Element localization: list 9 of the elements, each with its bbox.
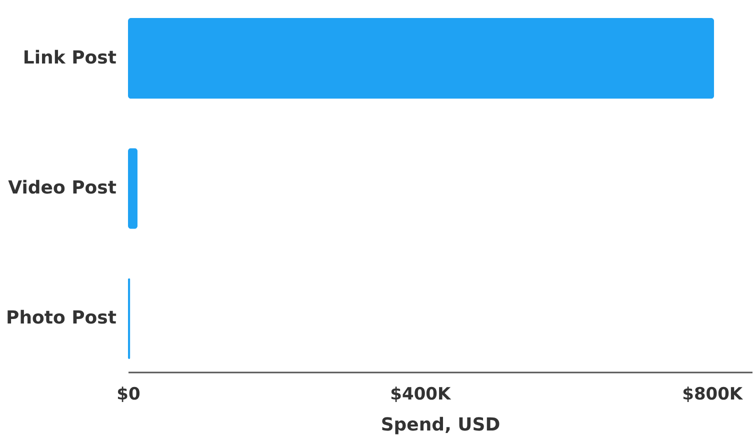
x-axis-title: Spend, USD xyxy=(380,414,500,436)
bar xyxy=(128,18,714,99)
x-tick-label: $800K xyxy=(682,384,744,404)
y-tick-label: Link Post xyxy=(22,47,117,68)
x-tick-label: $400K xyxy=(390,384,452,404)
x-tick-label: $0 xyxy=(116,384,140,404)
bar xyxy=(128,148,138,229)
y-tick-label: Video Post xyxy=(8,178,117,198)
y-tick-label: Photo Post xyxy=(6,308,117,329)
